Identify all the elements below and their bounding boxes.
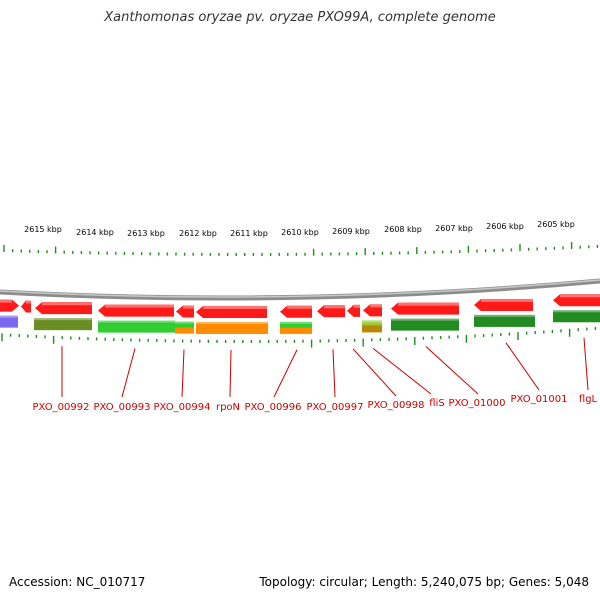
cog-block-highlight	[474, 314, 535, 317]
gene-label: fliS	[429, 398, 444, 409]
scale-label: 2606 kbp	[486, 222, 524, 231]
scale-ticks-top	[3, 242, 599, 256]
cog-block-highlight	[280, 321, 312, 324]
gene-arrow-highlight	[42, 302, 92, 306]
scale-label: 2607 kbp	[435, 224, 473, 233]
gene-labels: PXO_00992 PXO_00993 PXO_00994 rpoN PXO_00996…	[33, 394, 598, 413]
cog-block-highlight	[362, 320, 382, 323]
scale-label: 2608 kbp	[384, 225, 422, 234]
scale-labels: 2615 kbp 2614 kbp 2613 kbp 2612 kbp 2611 kbp…	[24, 220, 575, 238]
gene-label: flgL	[579, 394, 598, 405]
scale-label: 2612 kbp	[179, 229, 217, 238]
cog-block-highlight	[98, 320, 175, 323]
cog-block-highlight	[391, 318, 459, 321]
leader-line	[352, 348, 397, 397]
leader-line	[121, 348, 136, 398]
leader-line	[229, 349, 232, 398]
gene-arrow-highlight	[105, 304, 174, 308]
cog-block-highlight	[34, 318, 92, 321]
scale-label: 2609 kbp	[332, 227, 370, 236]
gene-label: PXO_00996	[245, 402, 302, 413]
cog-block	[196, 321, 268, 334]
gene-track	[0, 294, 600, 318]
scale-label: 2615 kbp	[24, 225, 62, 234]
gene-arrow-highlight	[26, 300, 31, 304]
leader-line	[332, 349, 336, 398]
gene-label: PXO_00992	[33, 402, 90, 413]
scale-label: 2614 kbp	[76, 228, 114, 237]
cog-block	[98, 320, 175, 333]
gene-arrow-highlight	[0, 299, 12, 303]
cog-block-highlight	[553, 310, 600, 313]
label-leader-lines	[61, 337, 589, 398]
gene-arrow-highlight	[203, 305, 267, 309]
gene-arrow-highlight	[324, 305, 345, 309]
scale-label: 2613 kbp	[127, 229, 165, 238]
gene-label: PXO_01001	[511, 394, 568, 405]
cog-block	[34, 318, 92, 331]
leader-line	[273, 349, 298, 398]
scale-label: 2610 kbp	[281, 228, 319, 237]
cog-block-highlight	[196, 321, 268, 324]
gene-label: PXO_00998	[368, 400, 425, 411]
cog-block	[474, 314, 535, 327]
scale-label: 2611 kbp	[230, 229, 268, 238]
scale-label: 2605 kbp	[537, 220, 575, 229]
gene-arrow-highlight	[183, 305, 194, 309]
cog-block-highlight	[0, 315, 18, 318]
accession-text: Accession: NC_010717	[9, 575, 146, 589]
gene-arrow-highlight	[370, 304, 382, 308]
gene-arrow-highlight	[481, 298, 533, 302]
gene-arrow-highlight	[398, 302, 459, 306]
backbone-arc	[0, 278, 600, 301]
cog-block	[175, 327, 194, 334]
gene-label: PXO_00997	[307, 402, 364, 413]
map-title: Xanthomonas oryzae pv. oryzae PXO99A, co…	[104, 10, 496, 25]
cog-block	[280, 327, 312, 334]
gene-label: PXO_00994	[154, 402, 211, 413]
leader-line	[372, 347, 432, 395]
leader-line	[505, 342, 540, 391]
cog-block	[553, 310, 600, 323]
gene-label: PXO_00993	[94, 402, 151, 413]
cog-block	[391, 318, 459, 331]
backbone-highlight	[0, 279, 600, 298]
gene-label: PXO_01000	[449, 398, 506, 409]
gene-arrow-highlight	[353, 304, 360, 308]
gene-label: rpoN	[216, 402, 240, 413]
leader-line	[583, 337, 589, 391]
cog-block	[0, 315, 18, 328]
genome-stats-text: Topology: circular; Length: 5,240,075 bp…	[259, 575, 589, 589]
scale-ticks-bottom	[1, 326, 597, 348]
leader-line	[181, 349, 185, 398]
gene-arrow-highlight	[560, 294, 600, 298]
cog-block-highlight	[175, 321, 194, 324]
cog-track	[0, 310, 600, 334]
leader-line	[425, 346, 479, 395]
cog-block	[362, 325, 382, 333]
gene-arrow-highlight	[287, 305, 312, 309]
